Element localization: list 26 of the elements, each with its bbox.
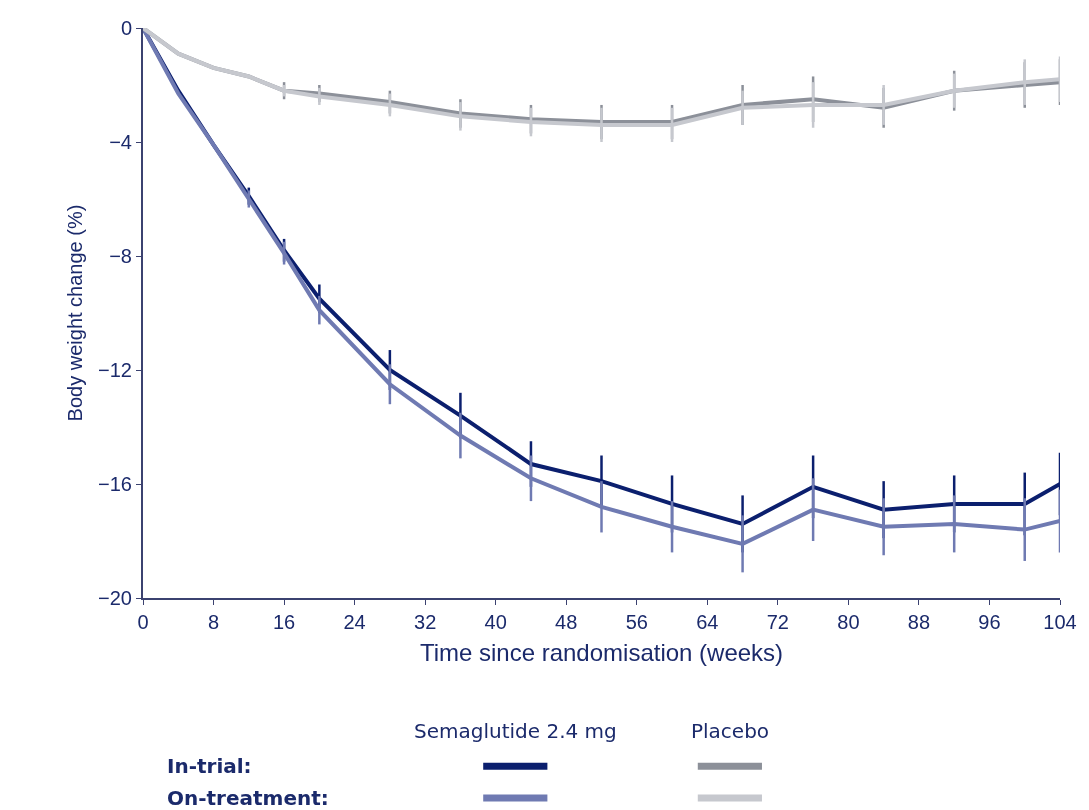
text: In-trial: bbox=[167, 754, 252, 778]
y-tick-label: −4 bbox=[109, 131, 132, 153]
text: Placebo bbox=[691, 719, 770, 743]
x-tick-label: 96 bbox=[978, 611, 1001, 633]
x-tick-label: 80 bbox=[837, 611, 860, 633]
text: Semaglutide 2.4 mg bbox=[414, 719, 617, 743]
y-tick-label: −20 bbox=[98, 587, 132, 609]
x-tick-label: 24 bbox=[343, 611, 366, 633]
x-tick-label: 0 bbox=[137, 611, 149, 633]
x-tick-label: 48 bbox=[555, 611, 578, 633]
x-tick-label: 104 bbox=[1043, 611, 1077, 633]
x-axis-title: Time since randomisation (weeks) bbox=[419, 638, 784, 666]
x-tick-label: 16 bbox=[272, 611, 296, 633]
x-tick-label: 56 bbox=[625, 611, 648, 633]
y-tick-label: 0 bbox=[120, 17, 132, 39]
x-tick-label: 32 bbox=[414, 611, 437, 633]
x-tick-label: 64 bbox=[696, 611, 719, 633]
x-tick-label: 40 bbox=[484, 611, 507, 633]
x-tick-label: 72 bbox=[766, 611, 789, 633]
x-tick-label: 8 bbox=[207, 611, 220, 633]
y-tick-label: −8 bbox=[109, 245, 132, 267]
y-axis-title: Body weight change (%) bbox=[64, 204, 87, 422]
y-tick-label: −16 bbox=[98, 473, 132, 495]
y-tick-label: −12 bbox=[98, 359, 132, 381]
x-tick-label: 88 bbox=[907, 611, 931, 633]
text: On-treatment: bbox=[167, 786, 329, 810]
